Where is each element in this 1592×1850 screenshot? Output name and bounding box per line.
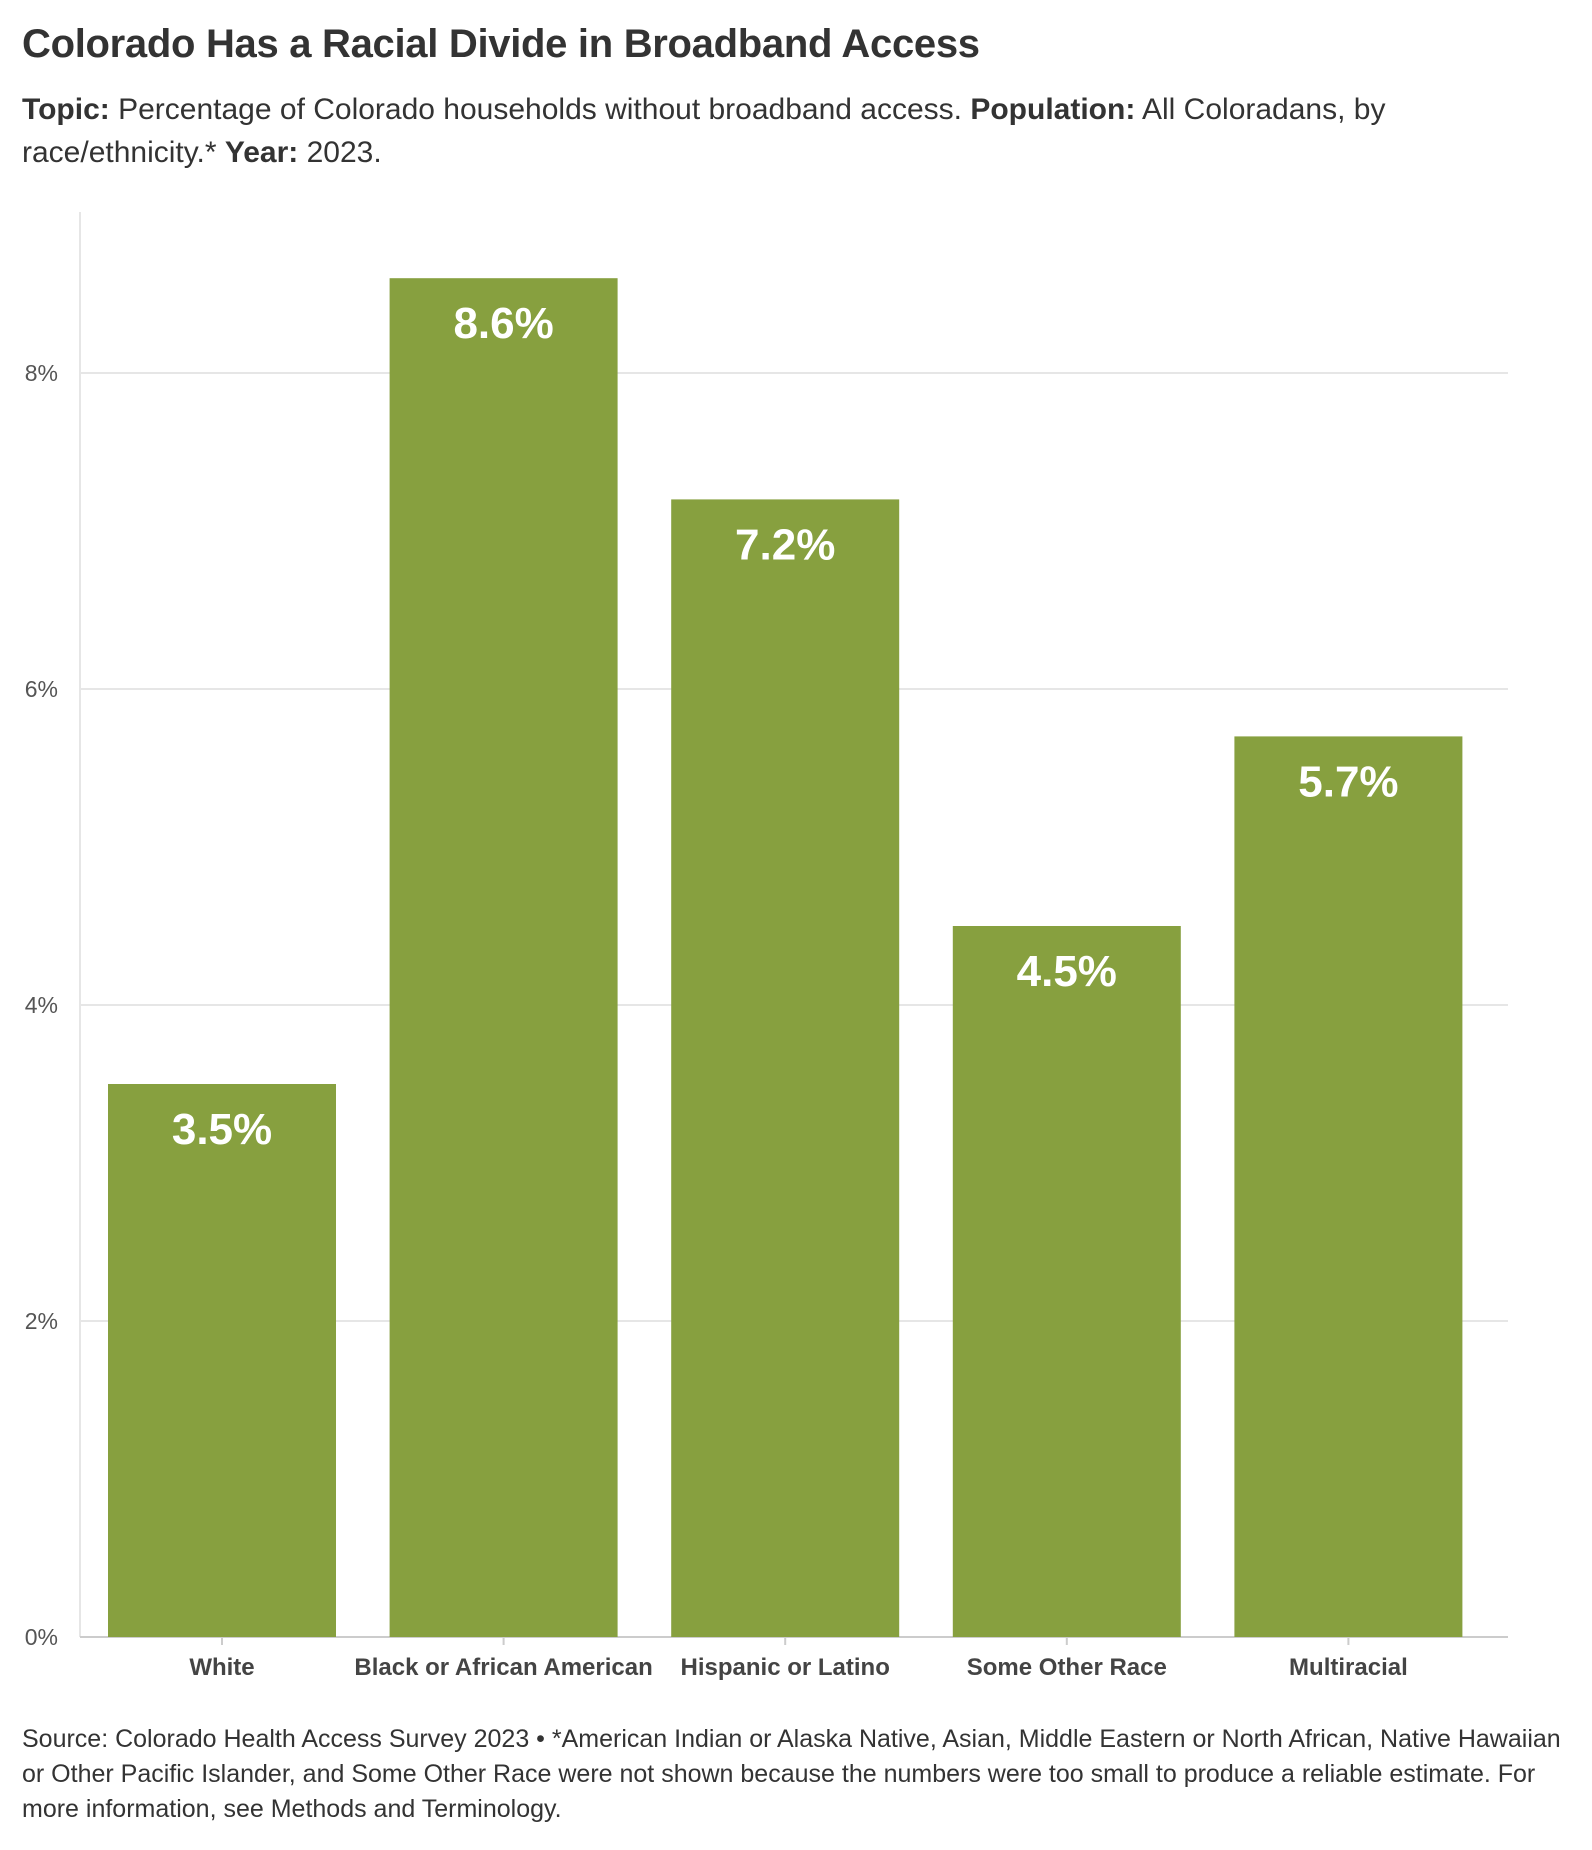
x-tick-label: Some Other Race — [967, 1654, 1167, 1681]
source-note: Source: Colorado Health Access Survey 20… — [22, 1725, 1561, 1823]
bar — [389, 278, 618, 1638]
y-tick-label: 0% — [25, 1624, 58, 1650]
year-text: 2023. — [298, 136, 382, 169]
x-tick-label: Black or African American — [354, 1654, 652, 1681]
topic-text: Percentage of Colorado households withou… — [109, 93, 971, 126]
bar — [952, 926, 1181, 1637]
bar-value-label: 8.6% — [453, 299, 553, 348]
x-axis-ticks: White Black or African American Hispanic o… — [189, 1637, 1408, 1681]
bars — [108, 278, 1463, 1638]
y-tick-label: 8% — [25, 360, 58, 386]
data-labels: 3.5% 8.6% 7.2% 4.5% 5.7% — [172, 299, 1399, 1154]
y-tick-label: 6% — [25, 676, 58, 702]
bar-value-label: 3.5% — [172, 1105, 272, 1154]
bar — [108, 1084, 336, 1637]
population-label: Population: — [970, 93, 1136, 126]
chart-title: Colorado Has a Racial Divide in Broadban… — [22, 22, 980, 66]
x-tick-label: Hispanic or Latino — [681, 1654, 890, 1681]
bar-value-label: 5.7% — [1298, 757, 1398, 806]
x-tick-label: Multiracial — [1289, 1654, 1408, 1681]
year-label: Year: — [224, 136, 299, 169]
bar-value-label: 4.5% — [1017, 947, 1117, 996]
y-tick-label: 2% — [25, 1308, 58, 1334]
population-text: All Coloradans, by race/ethnicity.* — [22, 93, 1386, 169]
bar-value-label: 7.2% — [735, 520, 835, 569]
chart-subtitle: Topic: Percentage of Colorado households… — [22, 88, 1492, 174]
x-tick-label: White — [189, 1654, 254, 1681]
bar — [1234, 736, 1463, 1637]
bar-chart: 0% 2% 4% 6% 8% 3.5% 8.6% 7.2% 4.5% 5.7% White Bla… — [25, 212, 1508, 1681]
bar — [671, 499, 900, 1637]
topic-label: Topic: — [22, 93, 110, 126]
y-tick-label: 4% — [25, 992, 58, 1018]
y-axis-ticks: 0% 2% 4% 6% 8% — [25, 360, 58, 1650]
